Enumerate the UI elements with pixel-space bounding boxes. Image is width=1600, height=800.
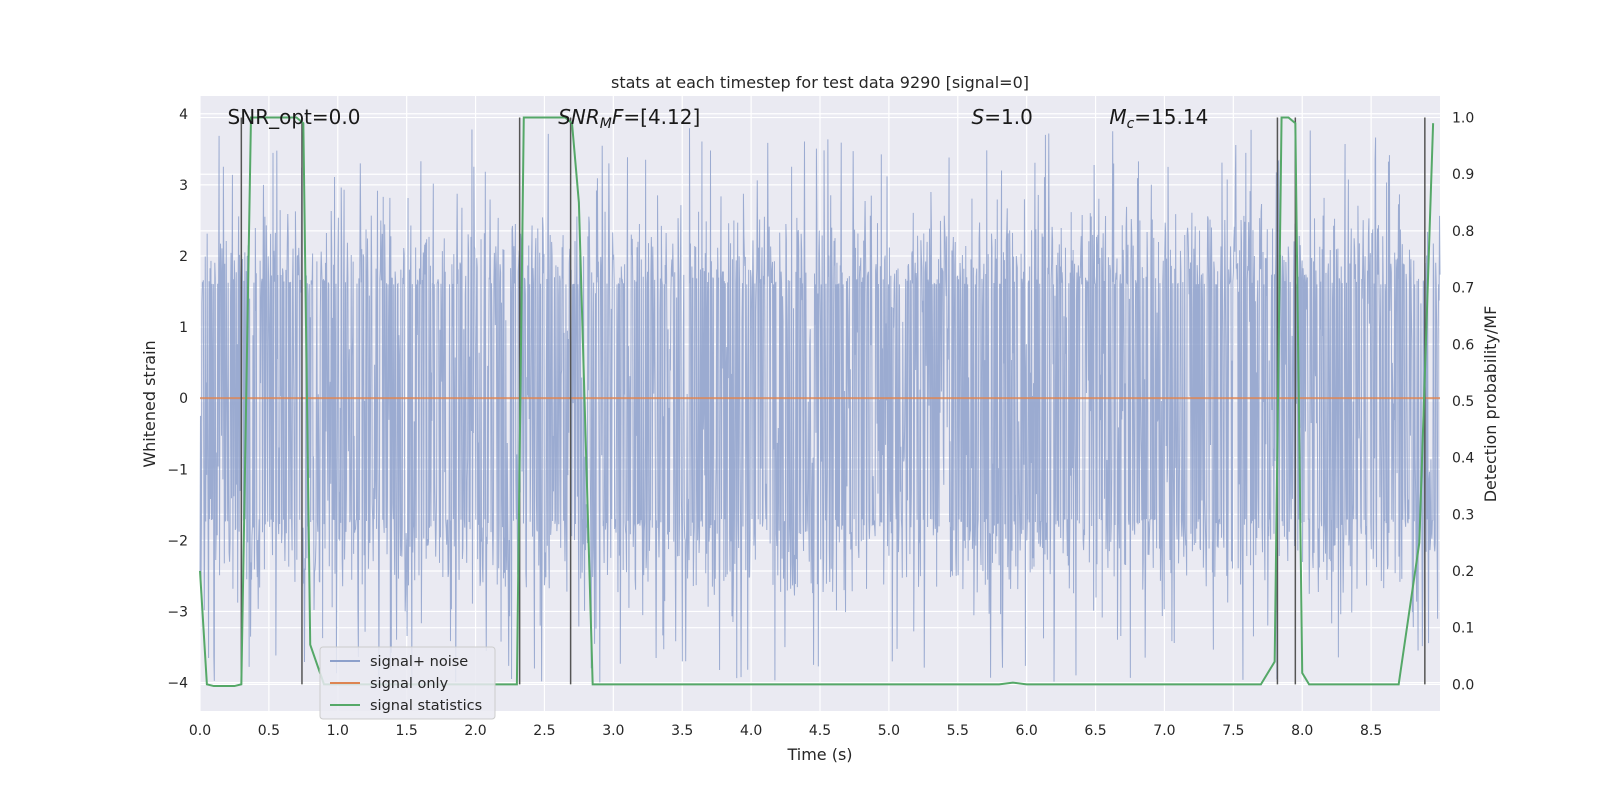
series-signal-noise	[199, 128, 1441, 683]
y2-tick-label: 0.5	[1452, 394, 1474, 410]
legend-label-signal-statistics: signal statistics	[370, 698, 482, 714]
x-tick-label: 2.0	[464, 723, 486, 739]
y2-tick-label: 0.3	[1452, 507, 1474, 523]
x-axis-label: Time (s)	[786, 745, 852, 764]
x-tick-label: 7.0	[1153, 723, 1175, 739]
annotation-s-stat: S=1.0	[972, 105, 1033, 129]
y2-ticks: 0.0 0.1 0.2 0.3 0.4 0.5 0.6 0.7 0.8 0.9 1.0	[1452, 111, 1474, 694]
annotations: SNR_opt=0.0 SNRMF=[4.12] S=1.0 Mc=15.14	[228, 105, 1209, 132]
y-tick-label: −3	[167, 604, 188, 620]
x-tick-label: 0.0	[189, 723, 211, 739]
x-tick-label: 4.5	[809, 723, 831, 739]
x-tick-label: 7.5	[1222, 723, 1244, 739]
series-signal-statistics	[199, 116, 1435, 688]
y-tick-label: −2	[167, 533, 188, 549]
x-tick-label: 3.5	[671, 723, 693, 739]
y-axis-label: Whitened strain	[140, 340, 159, 467]
x-tick-label: 3.0	[602, 723, 624, 739]
y-tick-label: 1	[179, 320, 188, 336]
y2-tick-label: 0.1	[1452, 621, 1474, 637]
chart-title: stats at each timestep for test data 929…	[611, 73, 1029, 92]
y2-tick-label: 0.2	[1452, 564, 1474, 580]
x-tick-label: 1.5	[396, 723, 418, 739]
y2-tick-label: 0.7	[1452, 281, 1474, 297]
annotation-snr-opt: SNR_opt=0.0	[228, 105, 361, 129]
legend-box	[319, 646, 496, 720]
annotation-snr-mf: SNRMF=[4.12]	[558, 105, 700, 132]
annotation-mc: Mc=15.14	[1109, 105, 1208, 132]
y-tick-label: −1	[167, 462, 188, 478]
x-tick-label: 5.0	[878, 723, 900, 739]
y-tick-label: 0	[179, 391, 188, 407]
x-tick-label: 2.5	[533, 723, 555, 739]
legend: signal+ noise signal only signal statist…	[319, 646, 496, 720]
signal-noise-trace	[199, 128, 1441, 683]
y-ticks: −4 −3 −2 −1 0 1 2 3 4	[167, 107, 188, 692]
x-tick-label: 6.0	[1016, 723, 1038, 739]
y2-tick-label: 1.0	[1452, 111, 1474, 127]
y2-tick-label: 0.9	[1452, 167, 1474, 183]
y2-axis-label: Detection probability/MF	[1481, 306, 1500, 503]
x-tick-label: 6.5	[1084, 723, 1106, 739]
y-tick-label: −4	[167, 676, 188, 692]
y2-tick-label: 0.4	[1452, 451, 1474, 467]
legend-label-signal-only: signal only	[370, 676, 449, 692]
y-tick-label: 4	[179, 107, 188, 123]
x-tick-label: 8.0	[1291, 723, 1313, 739]
legend-label-signal-noise: signal+ noise	[370, 654, 468, 670]
y-tick-label: 3	[179, 178, 188, 194]
x-tick-label: 4.0	[740, 723, 762, 739]
x-tick-label: 8.5	[1360, 723, 1382, 739]
y2-tick-label: 0.8	[1452, 224, 1474, 240]
x-tick-label: 1.0	[327, 723, 349, 739]
y-tick-label: 2	[179, 249, 188, 265]
y2-tick-label: 0.0	[1452, 677, 1474, 693]
x-tick-label: 5.5	[947, 723, 969, 739]
y2-tick-label: 0.6	[1452, 337, 1474, 353]
x-ticks: 0.0 0.5 1.0 1.5 2.0 2.5 3.0 3.5 4.0 4.5 5.0 5.5 6.0 6…	[189, 723, 1382, 739]
x-tick-label: 0.5	[258, 723, 280, 739]
